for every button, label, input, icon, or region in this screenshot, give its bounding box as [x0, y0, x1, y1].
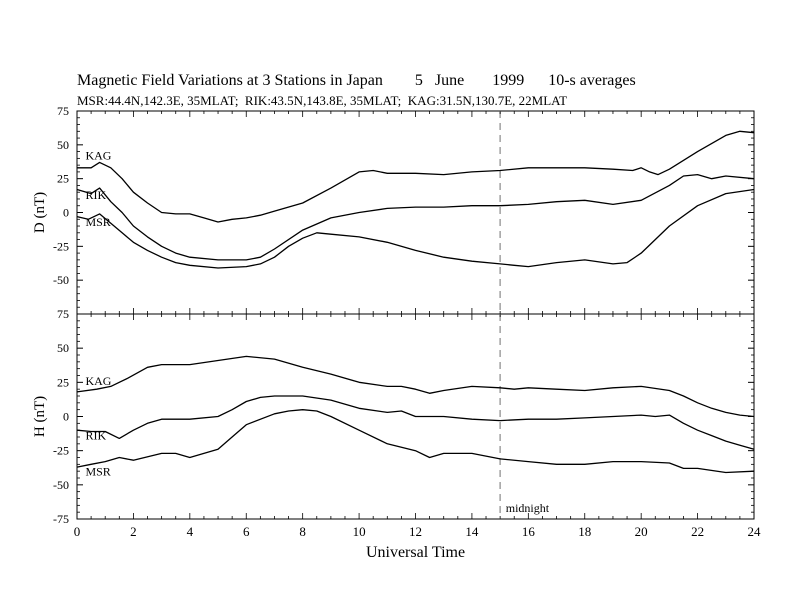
station-label-kag: KAG — [85, 374, 111, 388]
station-label-rik: RIK — [85, 188, 106, 202]
x-tick-label: 14 — [465, 524, 479, 539]
x-tick-label: 6 — [243, 524, 250, 539]
y-tick-label: 50 — [57, 138, 69, 152]
x-tick-label: 2 — [130, 524, 137, 539]
panel-frame — [76, 110, 755, 315]
x-tick-label: 0 — [74, 524, 81, 539]
y-tick-label: 0 — [63, 206, 69, 220]
x-tick-label: 8 — [299, 524, 306, 539]
station-label-rik: RIK — [85, 429, 106, 443]
y-axis-label: D (nT) — [32, 192, 48, 233]
x-tick-label: 20 — [635, 524, 648, 539]
panel-d: -50 -25 0 25 50 75 D (nT) KAG RIK MSR — [32, 104, 755, 315]
x-tick-label: 18 — [578, 524, 591, 539]
station-label-kag: KAG — [85, 149, 111, 163]
y-tick-label: 50 — [57, 341, 69, 355]
series-line-kag — [77, 130, 755, 223]
midnight-label: midnight — [506, 501, 550, 515]
y-tick-label: -50 — [53, 273, 69, 287]
x-tick-label: 4 — [187, 524, 194, 539]
series-line-rik — [76, 173, 755, 261]
y-tick-label: 25 — [57, 375, 69, 389]
station-info-subtitle: MSR:44.4N,142.3E, 35MLAT; RIK:43.5N,143.… — [77, 93, 568, 108]
y-tick-label: 0 — [63, 410, 69, 424]
x-tick-label: 16 — [522, 524, 536, 539]
y-tick-label: -25 — [53, 444, 69, 458]
station-label-msr: MSR — [85, 215, 110, 229]
x-tick-label: 10 — [353, 524, 366, 539]
y-tick-label: -75 — [53, 512, 69, 526]
x-tick-label: 22 — [691, 524, 704, 539]
x-tick-label: 12 — [409, 524, 422, 539]
series-line-msr — [76, 409, 755, 474]
y-tick-label: 75 — [57, 104, 69, 118]
y-tick-label: 25 — [57, 172, 69, 186]
station-label-msr: MSR — [85, 464, 110, 478]
y-axis-label: H (nT) — [32, 396, 48, 437]
y-tick-label: 75 — [57, 307, 69, 321]
y-tick-label: -50 — [53, 478, 69, 492]
series-line-msr — [76, 188, 755, 269]
series-line-rik — [76, 395, 755, 450]
y-tick-label: -25 — [53, 239, 69, 253]
x-axis-label: Universal Time — [366, 544, 465, 561]
series-line-kag — [76, 355, 755, 418]
x-tick-label: 24 — [748, 524, 762, 539]
chart-title: Magnetic Field Variations at 3 Stations … — [77, 72, 636, 89]
